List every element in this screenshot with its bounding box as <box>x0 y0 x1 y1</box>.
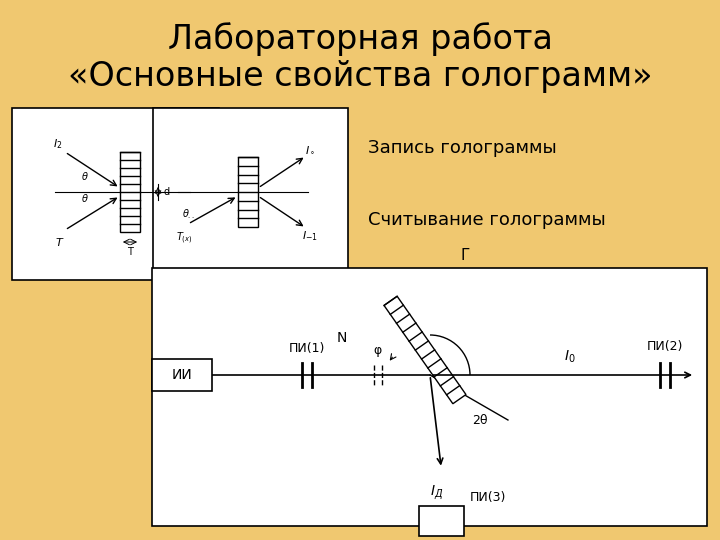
Bar <box>152 268 707 526</box>
Bar <box>419 505 464 536</box>
Text: Запись голограммы: Запись голограммы <box>368 139 557 157</box>
Text: Считывание голограммы: Считывание голограммы <box>368 211 606 229</box>
Text: ПИ(1): ПИ(1) <box>289 342 325 355</box>
Text: Лабораторная работа: Лабораторная работа <box>168 22 552 56</box>
Text: $I_0$: $I_0$ <box>564 349 576 365</box>
Bar <box>238 157 258 227</box>
Bar <box>152 359 212 391</box>
Text: ИИ: ИИ <box>171 368 192 382</box>
Text: 2θ: 2θ <box>472 414 487 427</box>
Text: $\theta$: $\theta$ <box>81 192 89 204</box>
Text: φ: φ <box>374 344 382 357</box>
Text: N: N <box>337 331 347 345</box>
Text: ПИ(3): ПИ(3) <box>469 491 505 504</box>
Text: «Основные свойства голограмм»: «Основные свойства голограмм» <box>68 60 652 93</box>
Polygon shape <box>384 296 466 404</box>
Text: $I_Д$: $I_Д$ <box>430 483 443 503</box>
Bar <box>12 108 219 280</box>
Text: Г: Г <box>460 247 469 262</box>
Text: $T$: $T$ <box>55 236 65 248</box>
Bar <box>153 108 348 280</box>
Text: $I_\circ$: $I_\circ$ <box>305 144 315 156</box>
Text: $\theta$: $\theta$ <box>81 170 89 182</box>
Text: T: T <box>127 247 133 257</box>
Text: d: d <box>164 187 170 197</box>
Bar <box>120 152 140 232</box>
Text: $\theta_{..}$: $\theta_{..}$ <box>181 207 194 221</box>
Text: ПИ(2): ПИ(2) <box>647 340 683 353</box>
Text: $T_{(x)}$: $T_{(x)}$ <box>176 230 192 246</box>
Text: $I_2$: $I_2$ <box>53 137 63 151</box>
Text: $I_{-1}$: $I_{-1}$ <box>302 229 318 243</box>
